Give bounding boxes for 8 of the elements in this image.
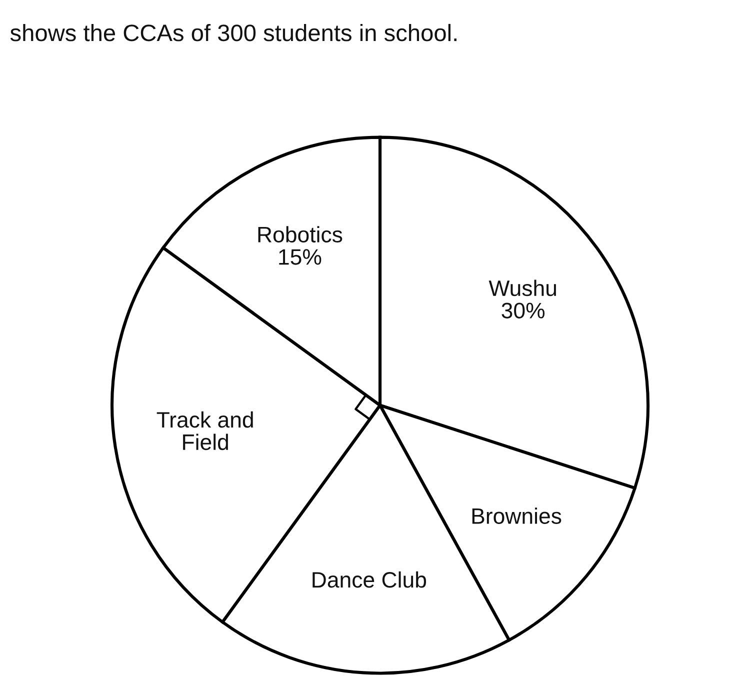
slice-label: Track and Field (156, 411, 253, 450)
chart-title: shows the CCAs of 300 students in school. (10, 24, 456, 42)
slice-label: Wushu (488, 280, 556, 296)
slice-label: Robotics (258, 226, 342, 242)
slice-label: Dance Club (312, 571, 426, 588)
data-label: 15% (279, 249, 322, 265)
data-label: 30% (502, 302, 545, 318)
slice-label: Brownies (472, 508, 562, 524)
